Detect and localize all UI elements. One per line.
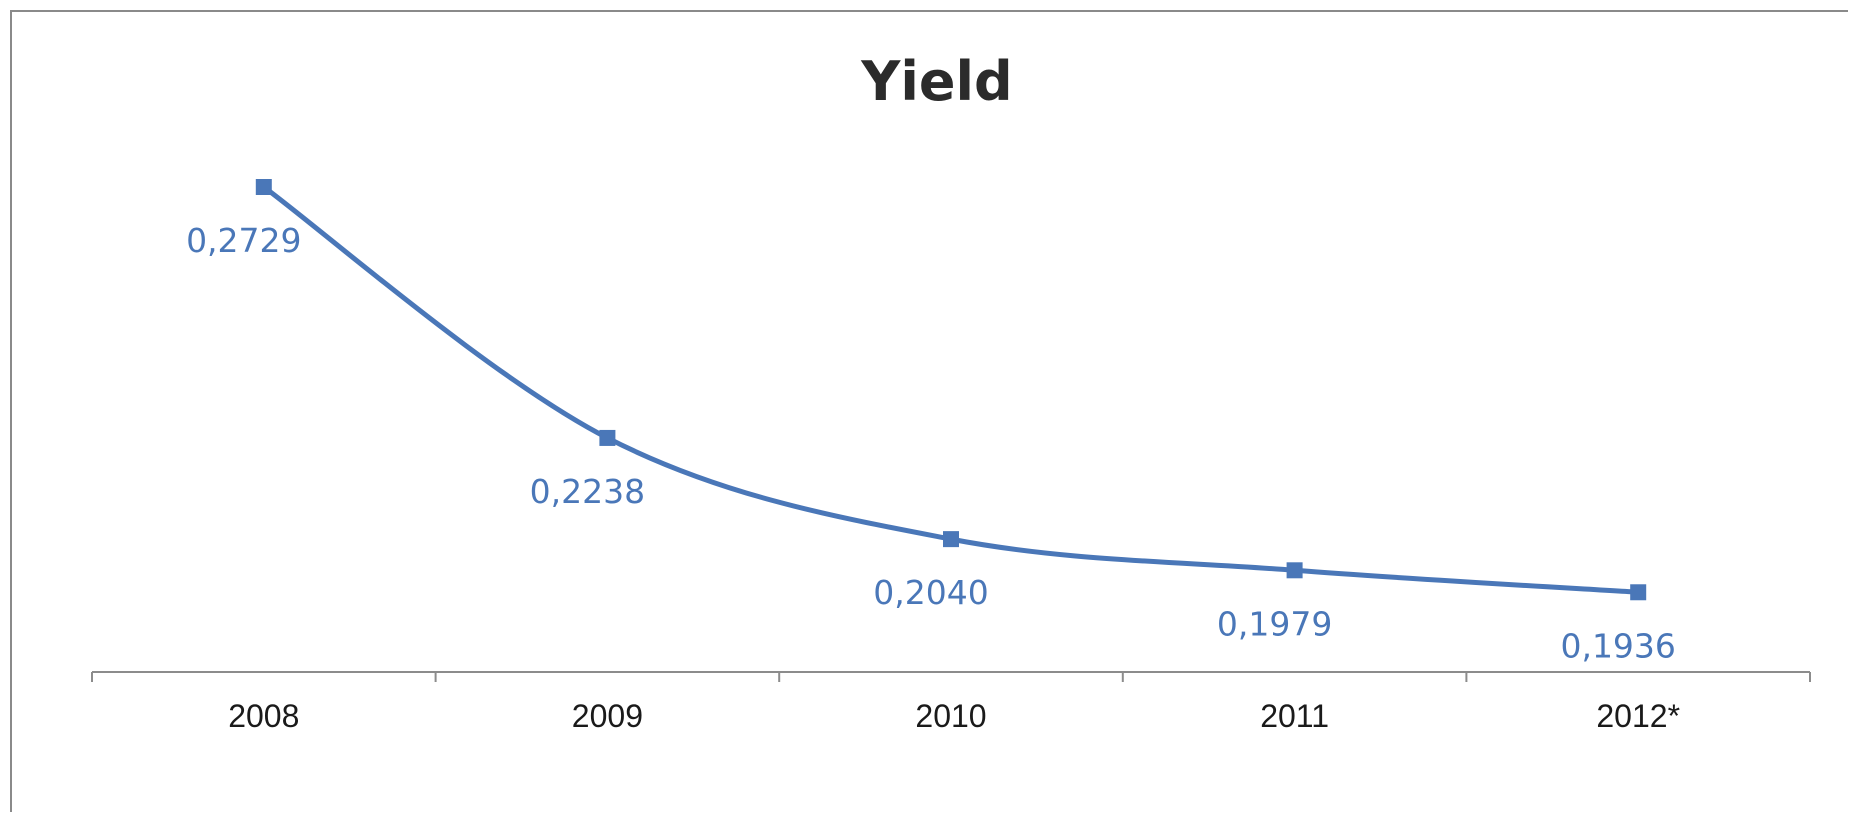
x-tick-label: 2012*	[1596, 698, 1680, 734]
data-label: 0,2238	[530, 472, 645, 511]
data-point-marker	[943, 531, 959, 548]
series-line	[261, 184, 1641, 595]
chart-frame	[10, 10, 1848, 812]
x-tick-label: 2011	[1260, 698, 1329, 734]
data-point-marker	[1286, 562, 1303, 579]
chart-title: Yield	[860, 50, 1012, 113]
data-label: 0,1936	[1560, 626, 1675, 665]
data-label: 0,2729	[186, 221, 301, 260]
data-point-marker	[599, 429, 616, 446]
data-label: 0,1979	[1217, 604, 1332, 643]
data-label: 0,2040	[873, 573, 988, 612]
x-axis: 2008 2009 2010 2011 2012*	[91, 671, 1811, 734]
series-group: 0,2729 0,2238 0,2040 0,1979 0,1936	[186, 179, 1676, 665]
data-point-marker	[1630, 584, 1647, 601]
x-tick-label: 2009	[572, 698, 643, 734]
x-tick-label: 2008	[228, 698, 299, 734]
x-tick-label: 2010	[915, 698, 986, 734]
data-point-marker	[255, 179, 272, 195]
